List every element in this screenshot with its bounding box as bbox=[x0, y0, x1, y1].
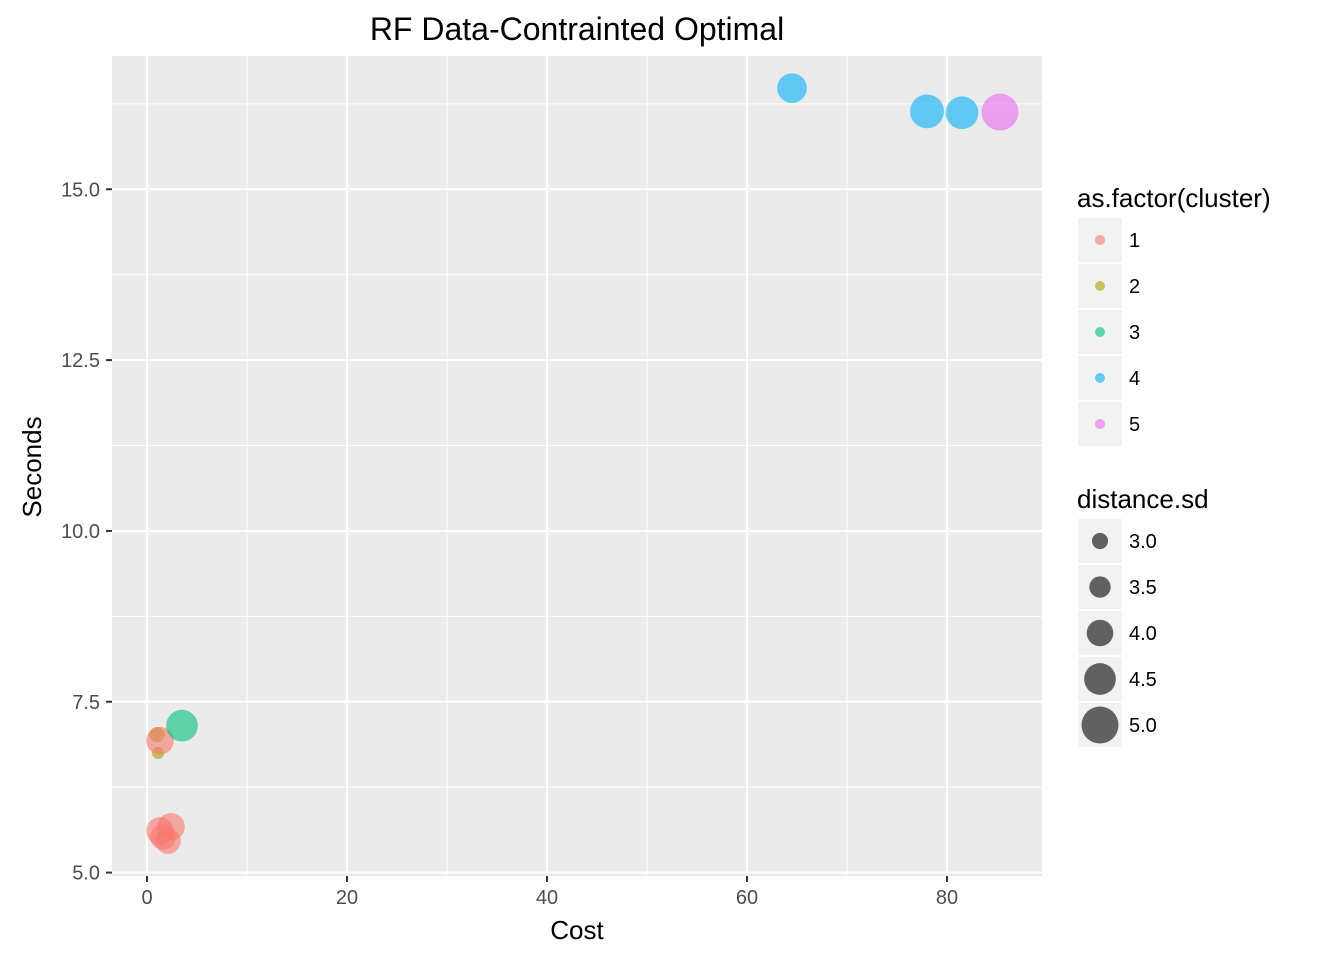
chart-title: RF Data-Contrainted Optimal bbox=[370, 11, 784, 47]
legend-key-2 bbox=[1095, 281, 1105, 291]
y-axis: 5.0 7.5 10.0 12.5 15.0 bbox=[61, 179, 112, 885]
legend-size-key bbox=[1081, 706, 1119, 744]
legend-label: 3.5 bbox=[1129, 577, 1157, 599]
y-tick-label: 5.0 bbox=[72, 863, 100, 885]
legend-key-5 bbox=[1095, 419, 1105, 429]
legend-key-4 bbox=[1095, 373, 1105, 383]
x-axis: 0 20 40 60 80 bbox=[141, 876, 958, 909]
legend-label: 2 bbox=[1129, 276, 1140, 298]
x-tick-label: 40 bbox=[536, 887, 558, 909]
data-points bbox=[146, 73, 1019, 854]
legend-size-key bbox=[1091, 532, 1109, 550]
data-point-cluster-4 bbox=[910, 94, 944, 129]
legend-cluster-title: as.factor(cluster) bbox=[1077, 183, 1271, 213]
legend-label: 5.0 bbox=[1129, 715, 1157, 737]
legend-key-1 bbox=[1095, 235, 1105, 245]
legend-size-key bbox=[1086, 619, 1114, 647]
y-tick-label: 15.0 bbox=[61, 179, 100, 201]
data-point-cluster-1 bbox=[146, 726, 174, 755]
data-point-cluster-4 bbox=[777, 73, 807, 103]
x-tick-label: 60 bbox=[736, 887, 758, 909]
legend-size-key bbox=[1089, 576, 1111, 598]
legend-size-title: distance.sd bbox=[1077, 484, 1209, 514]
legend-label: 4 bbox=[1129, 368, 1140, 390]
data-point-cluster-4 bbox=[945, 96, 979, 130]
plot-panel bbox=[112, 56, 1042, 876]
x-tick-label: 0 bbox=[141, 887, 152, 909]
legend-label: 1 bbox=[1129, 230, 1140, 252]
y-axis-title: Seconds bbox=[17, 416, 47, 517]
legend-label: 4.5 bbox=[1129, 669, 1157, 691]
y-tick-label: 10.0 bbox=[61, 521, 100, 543]
legend-label: 3 bbox=[1129, 322, 1140, 344]
legend-size-key bbox=[1084, 663, 1116, 695]
legend-label: 5 bbox=[1129, 414, 1140, 436]
x-tick-label: 80 bbox=[936, 887, 958, 909]
legend-cluster: as.factor(cluster) 1 2 3 4 5 bbox=[1077, 183, 1271, 446]
data-point-cluster-1 bbox=[155, 828, 181, 854]
y-tick-label: 7.5 bbox=[72, 692, 100, 714]
x-axis-title: Cost bbox=[550, 915, 604, 945]
legend-label: 3.0 bbox=[1129, 531, 1157, 553]
data-point-cluster-5 bbox=[981, 93, 1019, 131]
y-tick-label: 12.5 bbox=[61, 350, 100, 372]
grid-major bbox=[112, 56, 1042, 876]
legend-label: 4.0 bbox=[1129, 623, 1157, 645]
x-tick-label: 20 bbox=[336, 887, 358, 909]
data-point-cluster-3 bbox=[166, 709, 198, 742]
legend-key-3 bbox=[1095, 327, 1105, 337]
grid-minor bbox=[112, 56, 1042, 876]
legend-distance-sd: distance.sd 3.0 3.5 4.0 4.5 5.0 bbox=[1077, 484, 1209, 747]
